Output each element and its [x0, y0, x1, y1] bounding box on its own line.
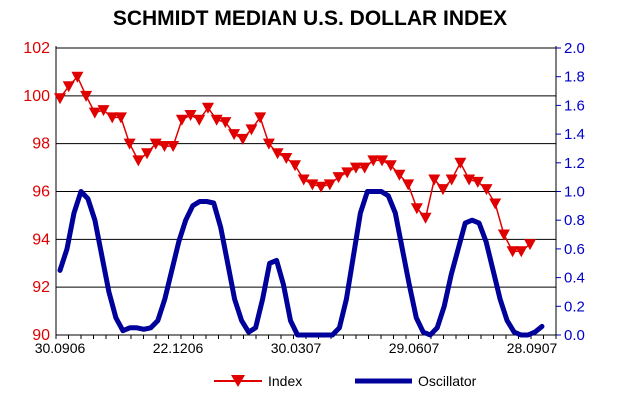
index-marker — [480, 184, 493, 196]
index-marker — [332, 172, 345, 184]
left-tick-label: 92 — [32, 279, 50, 296]
index-marker — [410, 203, 423, 215]
index-marker — [436, 184, 449, 196]
right-tick-label: 0.2 — [564, 298, 585, 315]
right-tick-label: 1.0 — [564, 184, 585, 201]
left-tick-label: 98 — [32, 136, 50, 153]
index-marker — [376, 155, 389, 167]
index-marker — [184, 109, 197, 121]
legend-index-marker — [231, 375, 245, 387]
right-tick-label: 0.0 — [564, 327, 585, 344]
legend-index-label: Index — [268, 373, 302, 389]
x-tick-label: 28.0907 — [507, 340, 558, 356]
index-marker — [88, 107, 101, 119]
index-marker — [262, 138, 275, 150]
index-marker — [175, 114, 188, 126]
left-tick-label: 96 — [32, 184, 50, 201]
chart-title: SCHMIDT MEDIAN U.S. DOLLAR INDEX — [113, 7, 507, 30]
x-tick-label: 29.0607 — [389, 340, 440, 356]
index-marker — [106, 112, 119, 124]
index-marker — [289, 160, 301, 172]
index-marker — [515, 246, 528, 258]
index-marker — [341, 167, 354, 179]
index-marker — [323, 179, 336, 191]
index-marker — [489, 198, 502, 210]
right-tick-label: 0.8 — [564, 212, 585, 229]
index-marker — [297, 174, 310, 186]
index-marker — [54, 93, 66, 105]
x-tick-label: 22.1206 — [153, 340, 204, 356]
index-marker — [315, 181, 328, 193]
index-marker — [402, 179, 415, 191]
index-marker — [219, 117, 232, 129]
index-marker — [393, 169, 406, 181]
left-tick-label: 102 — [23, 40, 50, 57]
oscillator-line — [57, 189, 545, 338]
left-tick-label: 90 — [32, 327, 50, 344]
left-tick-label: 94 — [32, 231, 50, 248]
index-marker — [497, 229, 510, 241]
index-marker — [445, 174, 458, 186]
index-marker — [193, 114, 206, 126]
index-marker — [419, 212, 432, 224]
index-marker — [471, 176, 484, 188]
right-tick-label: 1.4 — [564, 126, 585, 143]
left-tick-label: 100 — [23, 88, 50, 105]
x-tick-label: 30.0307 — [271, 340, 322, 356]
right-tick-label: 0.4 — [564, 270, 585, 287]
right-tick-label: 1.6 — [564, 97, 585, 114]
index-marker — [97, 105, 110, 117]
index-marker — [80, 90, 93, 102]
index-marker — [280, 153, 293, 165]
index-marker — [123, 138, 136, 150]
index-marker — [141, 148, 154, 160]
x-tick-label: 30.0906 — [35, 340, 86, 356]
index-marker — [367, 155, 380, 167]
index-marker — [201, 102, 214, 114]
index-marker — [506, 246, 519, 258]
index-marker — [254, 112, 267, 124]
index-marker — [132, 155, 145, 167]
index-marker — [428, 174, 441, 186]
grid-layer — [56, 47, 556, 336]
index-marker — [271, 148, 284, 160]
legend: Index Oscillator — [214, 373, 477, 389]
right-tick-label: 2.0 — [564, 40, 585, 57]
index-marker — [349, 162, 362, 174]
index-marker — [454, 157, 467, 169]
index-marker — [384, 160, 397, 172]
index-marker — [228, 129, 241, 141]
index-marker — [167, 141, 180, 153]
index-marker — [62, 81, 75, 93]
index-series — [54, 71, 536, 258]
oscillator-series — [57, 189, 545, 338]
index-marker — [524, 239, 536, 251]
right-tick-label: 1.8 — [564, 69, 585, 86]
index-marker — [245, 124, 258, 136]
index-marker — [358, 162, 371, 174]
right-tick-label: 1.2 — [564, 155, 585, 172]
ticks-layer: 102 100 98 96 94 92 90 2.0 1.8 1.6 1.4 1.2 1.0 0.8 0.6… — [23, 40, 585, 356]
right-tick-label: 0.6 — [564, 241, 585, 258]
legend-oscillator-label: Oscillator — [418, 373, 477, 389]
index-marker — [114, 112, 127, 124]
index-marker — [158, 141, 171, 153]
index-marker — [236, 133, 249, 145]
index-marker — [71, 71, 84, 83]
